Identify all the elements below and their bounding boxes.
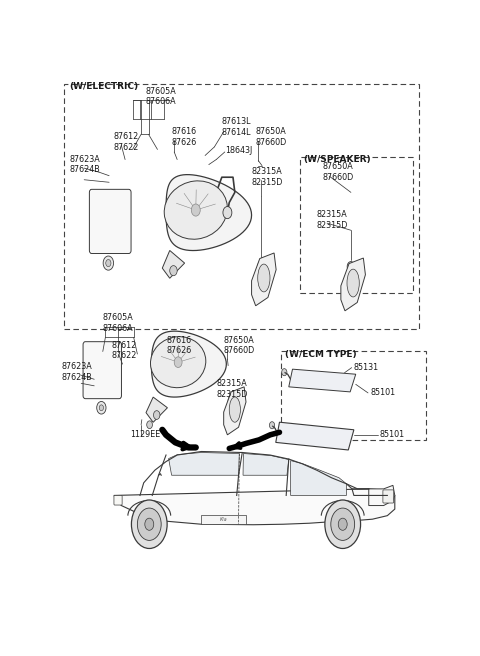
Polygon shape	[224, 387, 246, 435]
Text: 87650A
87660D: 87650A 87660D	[224, 336, 255, 356]
Circle shape	[154, 411, 160, 419]
Text: 87605A
87606A: 87605A 87606A	[102, 314, 133, 333]
Polygon shape	[243, 453, 289, 475]
Text: 87650A
87660D: 87650A 87660D	[255, 127, 287, 147]
Ellipse shape	[258, 264, 270, 292]
Circle shape	[174, 357, 182, 367]
Circle shape	[99, 405, 104, 411]
Circle shape	[325, 500, 360, 548]
Text: 1129EE: 1129EE	[131, 430, 161, 440]
Circle shape	[258, 262, 265, 272]
Ellipse shape	[229, 397, 240, 422]
Circle shape	[145, 518, 154, 530]
Polygon shape	[276, 422, 354, 450]
Text: 87613L
87614L: 87613L 87614L	[222, 117, 252, 136]
Text: 87616
87626: 87616 87626	[172, 127, 197, 147]
Circle shape	[331, 508, 355, 541]
Circle shape	[349, 264, 353, 269]
Circle shape	[132, 500, 167, 548]
Circle shape	[338, 518, 347, 530]
Circle shape	[269, 422, 275, 429]
Circle shape	[106, 260, 111, 266]
Polygon shape	[146, 397, 168, 422]
Ellipse shape	[151, 337, 206, 388]
Text: (W/ECM TYPE): (W/ECM TYPE)	[285, 350, 357, 359]
Text: 85101: 85101	[371, 388, 396, 398]
Text: 87605A
87606A: 87605A 87606A	[145, 87, 176, 106]
Text: 82315A
82315D: 82315A 82315D	[252, 167, 283, 187]
Text: 82315A
82315D: 82315A 82315D	[216, 379, 248, 400]
Polygon shape	[151, 331, 227, 397]
Text: 87650A
87660D: 87650A 87660D	[322, 162, 353, 182]
Circle shape	[192, 204, 200, 216]
Circle shape	[170, 266, 177, 276]
Polygon shape	[162, 251, 185, 278]
Bar	[281, 352, 426, 440]
Text: 85131: 85131	[354, 363, 379, 372]
Text: (W/SPEAKER): (W/SPEAKER)	[304, 155, 372, 164]
Circle shape	[137, 508, 161, 541]
Circle shape	[259, 264, 263, 269]
Bar	[202, 515, 246, 524]
Text: 87616
87626: 87616 87626	[166, 336, 191, 356]
Circle shape	[282, 369, 287, 376]
Polygon shape	[114, 489, 395, 525]
Circle shape	[103, 256, 114, 270]
Polygon shape	[168, 453, 240, 475]
Text: 82315A
82315D: 82315A 82315D	[317, 211, 348, 230]
Ellipse shape	[347, 269, 359, 297]
FancyBboxPatch shape	[383, 490, 394, 503]
Bar	[64, 84, 419, 329]
Bar	[300, 157, 413, 293]
Circle shape	[223, 207, 232, 218]
Text: 87612
87622: 87612 87622	[111, 340, 137, 360]
Circle shape	[97, 401, 106, 414]
Text: 87623A
87624B: 87623A 87624B	[69, 155, 100, 174]
Polygon shape	[290, 461, 347, 495]
Polygon shape	[166, 174, 252, 251]
Polygon shape	[252, 253, 276, 306]
Circle shape	[347, 262, 355, 272]
Text: Kia: Kia	[220, 517, 228, 522]
Text: (W/ELECTRIC): (W/ELECTRIC)	[69, 82, 138, 91]
Polygon shape	[289, 369, 356, 392]
FancyBboxPatch shape	[89, 190, 131, 253]
Ellipse shape	[164, 181, 228, 239]
Polygon shape	[369, 485, 395, 506]
Text: 87612
87622: 87612 87622	[114, 132, 139, 152]
FancyBboxPatch shape	[114, 495, 122, 505]
Text: 85101: 85101	[380, 430, 405, 440]
Circle shape	[228, 396, 236, 405]
Text: 18643J: 18643J	[226, 146, 253, 155]
Text: 87623A
87624B: 87623A 87624B	[62, 362, 93, 382]
Circle shape	[147, 421, 153, 428]
Circle shape	[230, 398, 234, 403]
FancyBboxPatch shape	[83, 342, 121, 399]
Polygon shape	[341, 258, 365, 311]
